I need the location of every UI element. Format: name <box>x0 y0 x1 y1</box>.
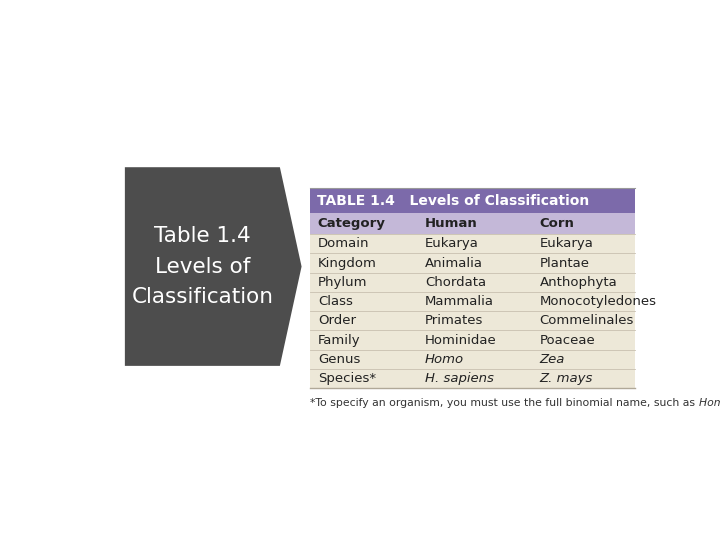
Text: Homo: Homo <box>425 353 464 366</box>
Text: Family: Family <box>318 334 361 347</box>
Text: Genus: Genus <box>318 353 360 366</box>
Text: Hominidae: Hominidae <box>425 334 497 347</box>
Text: Phylum: Phylum <box>318 276 367 289</box>
Text: Category: Category <box>318 217 386 230</box>
Bar <box>310 234 635 253</box>
Text: Primates: Primates <box>425 314 483 327</box>
Text: Anthophyta: Anthophyta <box>539 276 617 289</box>
Bar <box>310 273 635 292</box>
Bar <box>310 350 635 369</box>
Text: Monocotyledones: Monocotyledones <box>539 295 657 308</box>
Text: Human: Human <box>425 217 477 230</box>
Text: Plantae: Plantae <box>539 256 590 269</box>
Polygon shape <box>125 167 302 366</box>
Text: Class: Class <box>318 295 353 308</box>
Text: Domain: Domain <box>318 237 369 251</box>
Text: Order: Order <box>318 314 356 327</box>
Bar <box>310 311 635 330</box>
Text: Homo sapiens: Homo sapiens <box>698 398 720 408</box>
Text: *To specify an organism, you must use the full binomial name, such as: *To specify an organism, you must use th… <box>310 398 698 408</box>
Text: Zea: Zea <box>539 353 565 366</box>
Text: Kingdom: Kingdom <box>318 256 377 269</box>
Bar <box>310 330 635 350</box>
Text: Species*: Species* <box>318 372 376 385</box>
Text: Corn: Corn <box>539 217 575 230</box>
Text: Commelinales: Commelinales <box>539 314 634 327</box>
Text: Table 1.4
Levels of
Classification: Table 1.4 Levels of Classification <box>131 226 274 307</box>
Text: TABLE 1.4   Levels of Classification: TABLE 1.4 Levels of Classification <box>317 194 590 208</box>
Text: Poaceae: Poaceae <box>539 334 595 347</box>
Bar <box>310 253 635 273</box>
Text: H. sapiens: H. sapiens <box>425 372 494 385</box>
Bar <box>310 292 635 311</box>
Text: Eukarya: Eukarya <box>425 237 479 251</box>
Bar <box>310 369 635 388</box>
Text: Chordata: Chordata <box>425 276 486 289</box>
Text: Animalia: Animalia <box>425 256 483 269</box>
Bar <box>310 213 635 234</box>
Text: Z. mays: Z. mays <box>539 372 593 385</box>
Text: Eukarya: Eukarya <box>539 237 593 251</box>
Text: Mammalia: Mammalia <box>425 295 494 308</box>
Bar <box>310 188 635 213</box>
